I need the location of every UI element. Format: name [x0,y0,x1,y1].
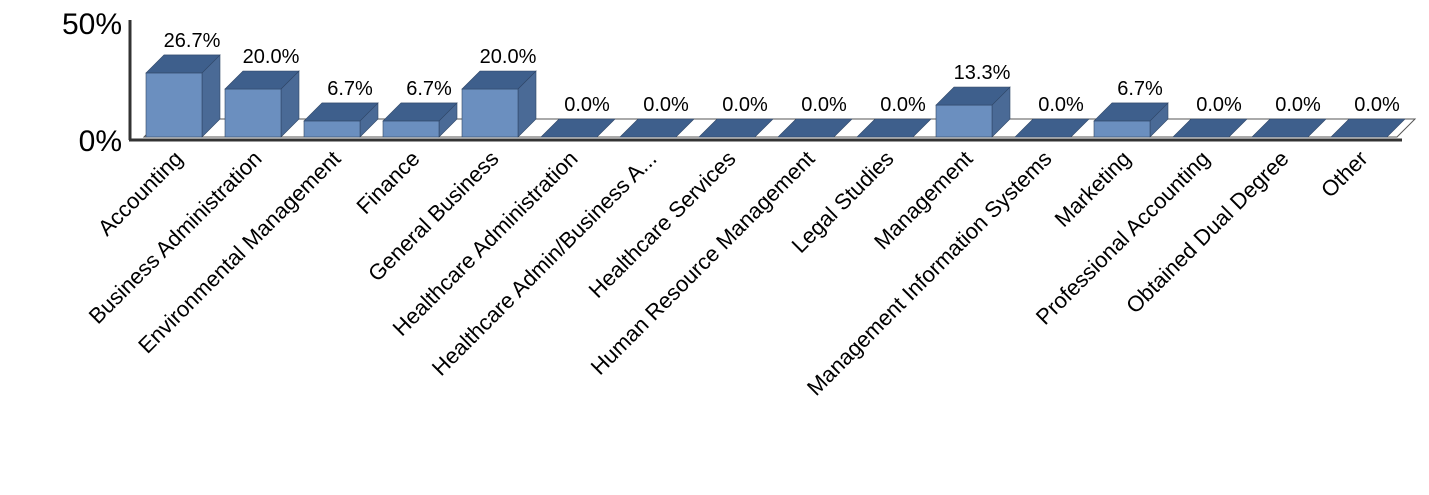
bar-front [935,104,993,138]
bar [856,118,932,138]
bar-top [303,102,379,122]
data-label: 0.0% [880,94,926,116]
y-tick-label-min: 0% [79,125,122,158]
data-label: 0.0% [801,94,847,116]
bar-top [619,118,695,138]
bar [698,118,774,138]
bar [1330,118,1406,138]
bar-top [540,118,616,138]
data-label: 26.7% [164,30,221,52]
category-label: Finance [352,146,425,219]
bar-front [303,120,361,138]
data-label: 6.7% [1117,78,1163,100]
category-label: Healthcare Services [584,146,741,303]
bar-top [461,70,537,90]
bar-top [1093,102,1169,122]
bar-top [224,70,300,90]
bar-top [1251,118,1327,138]
bar [777,118,853,138]
data-label: 0.0% [1354,94,1400,116]
data-label: 0.0% [722,94,768,116]
bar-front [145,72,203,138]
data-label: 6.7% [327,78,373,100]
bar [303,102,379,138]
y-tick-label-max: 50% [62,8,122,41]
bar-front [224,88,282,138]
data-label: 6.7% [406,78,452,100]
bar-top [1330,118,1406,138]
bar [540,118,616,138]
bar [1014,118,1090,138]
bar-top [856,118,932,138]
category-label: Obtained Dual Degree [1121,146,1293,318]
data-label: 0.0% [564,94,610,116]
bar [382,102,458,138]
bar-front [382,120,440,138]
data-labels: 26.7% 20.0% 6.7% 6.7% 20.0% 0.0% 0.0% 0.0% 0.0% 0… [164,30,1400,116]
bar-top [145,54,221,74]
bar [1172,118,1248,138]
category-label: Other [1316,146,1373,203]
bar-top [698,118,774,138]
data-label: 0.0% [643,94,689,116]
bar [619,118,695,138]
bar-top [935,86,1011,106]
axes: 50% 0% [62,8,1402,158]
bar [224,70,300,138]
bar-top [1172,118,1248,138]
bar-front [1093,120,1151,138]
bar-front [461,88,519,138]
data-label: 0.0% [1038,94,1084,116]
bar [1251,118,1327,138]
data-label: 20.0% [480,46,537,68]
bars [145,54,1406,138]
bar [1093,102,1169,138]
category-label: General Business [363,146,503,286]
data-label: 0.0% [1275,94,1321,116]
bar-top [1014,118,1090,138]
data-label: 0.0% [1196,94,1242,116]
data-label: 13.3% [954,62,1011,84]
data-label: 20.0% [243,46,300,68]
bar [935,86,1011,138]
bar [461,70,537,138]
bar [145,54,221,138]
bar-top [777,118,853,138]
bar-top [382,102,458,122]
